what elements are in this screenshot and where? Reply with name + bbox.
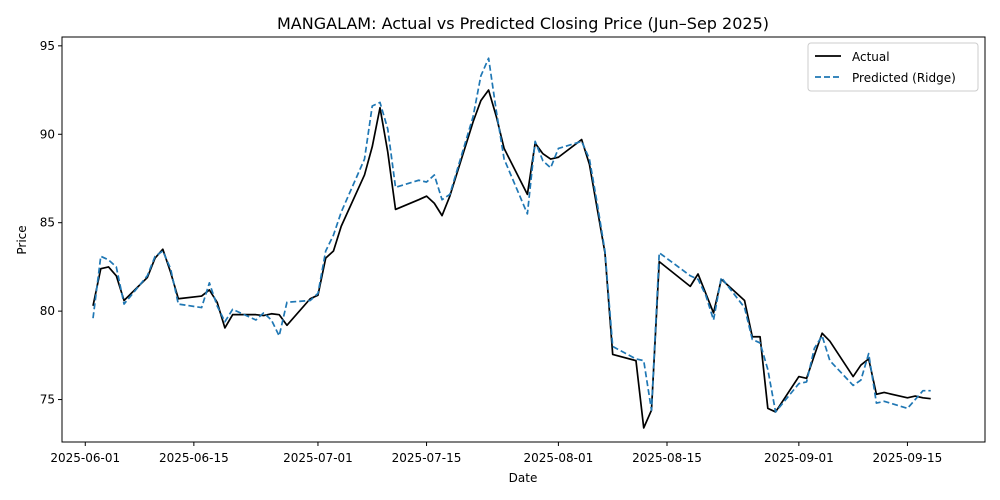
y-axis-ticks: 75 80 85 90 95 [40,39,62,407]
y-tick-label: 80 [40,304,55,318]
legend-label-predicted: Predicted (Ridge) [852,71,956,85]
chart-title: MANGALAM: Actual vs Predicted Closing Pr… [277,14,769,33]
series-layer [92,57,931,429]
y-tick-label: 75 [40,393,55,407]
legend: Actual Predicted (Ridge) [807,42,979,92]
legend-box [807,42,979,92]
y-tick-label: 95 [40,39,55,53]
x-tick-label: 2025-09-15 [873,451,943,465]
y-axis-label: Price [15,225,29,254]
x-tick-label: 2025-07-01 [283,451,353,465]
x-tick-label: 2025-06-01 [50,451,120,465]
y-tick-label: 85 [40,216,55,230]
x-tick-label: 2025-06-15 [159,451,229,465]
y-tick-label: 90 [40,127,55,141]
legend-label-actual: Actual [852,50,890,64]
x-tick-label: 2025-08-01 [524,451,594,465]
plot-frame [61,36,986,443]
series-line-predicted [92,57,931,413]
x-axis-ticks: 2025-06-01 2025-06-15 2025-07-01 2025-07-15… [50,442,942,465]
x-tick-label: 2025-09-01 [764,451,834,465]
plot-area [61,36,986,443]
x-axis-label: Date [509,471,538,485]
x-tick-label: 2025-07-15 [392,451,462,465]
x-tick-label: 2025-08-15 [632,451,702,465]
